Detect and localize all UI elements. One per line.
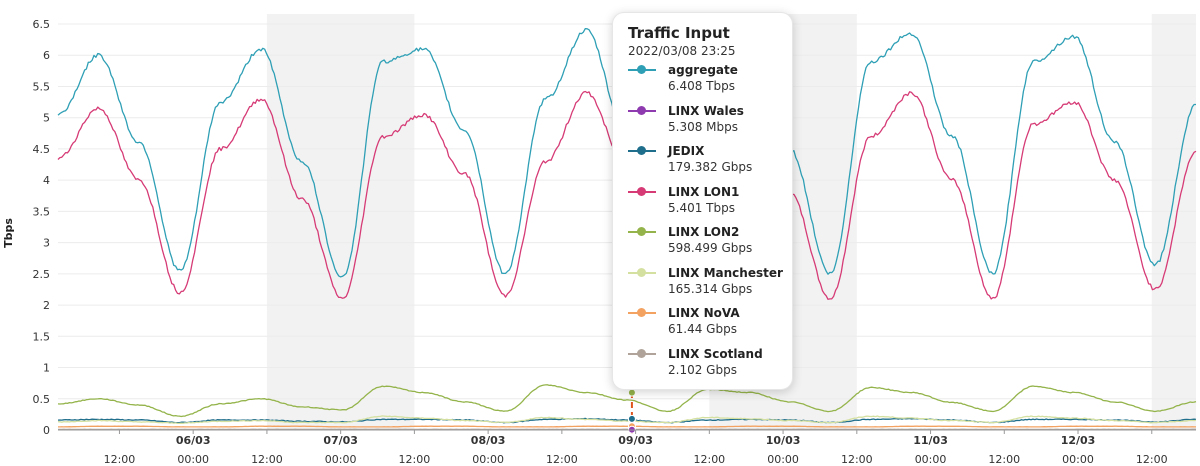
x-tick-time: 12:00 xyxy=(399,453,431,466)
series-swatch-icon xyxy=(628,143,668,159)
y-tick-label: 4.5 xyxy=(33,143,51,156)
tooltip-series-name: aggregate xyxy=(668,63,738,77)
x-tick-time: 12:00 xyxy=(693,453,725,466)
tooltip-series-name: LINX Scotland xyxy=(668,346,763,361)
x-tick-time: 00:00 xyxy=(1062,453,1094,466)
tooltip-series-value: 61.44 Gbps xyxy=(668,322,737,336)
y-tick-label: 2.5 xyxy=(33,268,51,281)
y-tick-label: 6 xyxy=(43,49,50,62)
x-tick-date: 10/03 xyxy=(766,434,801,447)
tooltip-series-name: LINX LON2 xyxy=(668,225,740,239)
shaded-period-2 xyxy=(1151,14,1196,430)
x-tick-time: 00:00 xyxy=(472,453,504,466)
series-swatch-icon xyxy=(628,305,668,321)
tooltip-row: LINX Wales 5.308 Mbps xyxy=(628,103,792,144)
tooltip-series-name: LINX LON1 xyxy=(668,184,740,199)
y-tick-label: 5 xyxy=(43,112,50,125)
y-tick-label: 3.5 xyxy=(33,205,51,218)
x-tick-time: 00:00 xyxy=(767,453,799,466)
y-axis-label: Tbps xyxy=(2,218,15,248)
tooltip-series-value: 2.102 Gbps xyxy=(668,362,737,377)
x-tick-date: 07/03 xyxy=(323,434,358,447)
tooltip-series-value: 165.314 Gbps xyxy=(668,281,753,296)
x-tick-time: 00:00 xyxy=(325,453,357,466)
tooltip-series-name: LINX Wales xyxy=(668,103,744,118)
series-swatch-icon xyxy=(628,184,668,200)
x-tick-date: 06/03 xyxy=(176,434,211,447)
y-tick-label: 1 xyxy=(43,362,50,375)
tooltip-title: Traffic Input xyxy=(628,24,730,42)
marker-dot xyxy=(627,414,636,423)
tooltip-series-name: LINX NoVA xyxy=(668,306,740,320)
series-swatch-icon xyxy=(628,224,668,240)
y-tick-label: 6.5 xyxy=(33,18,51,31)
tooltip-series-value: 5.401 Tbps xyxy=(668,200,735,215)
series-line-linx-nova xyxy=(58,425,1196,428)
tooltip-series-value: 179.382 Gbps xyxy=(668,160,753,174)
series-line-linx-manchester xyxy=(57,415,1197,425)
x-tick-date: 09/03 xyxy=(618,434,653,447)
y-tick-label: 4 xyxy=(43,174,50,187)
tooltip-row: LINX NoVA 61.44 Gbps xyxy=(628,305,792,346)
x-tick-time: 12:00 xyxy=(988,453,1020,466)
tooltip-row: LINX Manchester 165.314 Gbps xyxy=(628,265,792,306)
tooltip-date: 2022/03/08 23:25 xyxy=(628,44,736,58)
tooltip-row: LINX LON1 5.401 Tbps xyxy=(628,184,792,225)
x-tick-time: 00:00 xyxy=(177,453,209,466)
marker-dot xyxy=(627,388,636,397)
tooltip-row: LINX Scotland 2.102 Gbps xyxy=(628,346,792,387)
x-tick-time: 12:00 xyxy=(546,453,578,466)
y-tick-label: 3 xyxy=(43,237,50,250)
series-line-linx-lon2 xyxy=(57,384,1197,418)
tooltip-rows: aggregate 6.408 Tbps LINX Wales 5.308 Mbps J… xyxy=(628,62,792,386)
x-tick-time: 12:00 xyxy=(841,453,873,466)
tooltip-series-name: LINX Manchester xyxy=(668,265,783,280)
tooltip-row: aggregate 6.408 Tbps xyxy=(628,62,792,103)
tooltip-series-name: JEDIX xyxy=(668,144,705,158)
y-tick-label: 5.5 xyxy=(33,80,51,93)
x-tick-time: 12:00 xyxy=(1136,453,1168,466)
series-swatch-icon xyxy=(628,265,668,281)
x-tick-date: 08/03 xyxy=(471,434,506,447)
tooltip-series-value: 598.499 Gbps xyxy=(668,241,753,255)
series-swatch-icon xyxy=(628,346,668,362)
x-tick-time: 12:00 xyxy=(251,453,283,466)
tooltip-row: JEDIX 179.382 Gbps xyxy=(628,143,792,184)
y-tick-label: 0.5 xyxy=(33,393,51,406)
series-swatch-icon xyxy=(628,62,668,78)
x-tick-time: 00:00 xyxy=(915,453,947,466)
x-tick-time: 12:00 xyxy=(104,453,136,466)
x-tick-date: 11/03 xyxy=(913,434,948,447)
tooltip: Traffic Input 2022/03/08 23:25 aggregate… xyxy=(612,12,793,390)
y-tick-label: 2 xyxy=(43,299,50,312)
x-tick-date: 12/03 xyxy=(1061,434,1096,447)
y-tick-label: 1.5 xyxy=(33,330,51,343)
tooltip-series-value: 6.408 Tbps xyxy=(668,79,735,93)
axes: 0 0.5 1 1.5 2 2.5 3 3.5 4 4.5 5 5.5 6 6.5 12:00 00:00 12… xyxy=(33,18,1196,466)
series-swatch-icon xyxy=(628,103,668,119)
tooltip-row: LINX LON2 598.499 Gbps xyxy=(628,224,792,265)
shaded-period-0 xyxy=(266,14,415,430)
x-tick-time: 00:00 xyxy=(620,453,652,466)
tooltip-series-value: 5.308 Mbps xyxy=(668,119,739,134)
y-tick-label: 0 xyxy=(43,424,50,437)
